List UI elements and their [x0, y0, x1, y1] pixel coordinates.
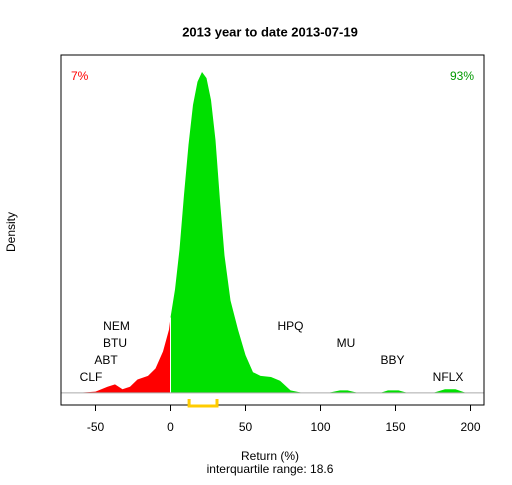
- stock-label: MU: [337, 336, 356, 350]
- y-axis-label: Density: [4, 212, 18, 252]
- stock-label: CLF: [80, 370, 103, 384]
- stock-label: BTU: [103, 336, 127, 350]
- stock-label: NFLX: [433, 370, 464, 384]
- stock-label: BBY: [380, 353, 404, 367]
- x-tick-label: 150: [385, 420, 405, 434]
- share-label: 93%: [450, 69, 474, 83]
- x-tick-label: 50: [239, 420, 253, 434]
- x-axis-label: Return (%): [241, 449, 299, 463]
- density-area: [77, 317, 171, 393]
- plot-frame: [60, 54, 485, 406]
- x-tick-label: 200: [460, 420, 480, 434]
- x-tick-label: 100: [310, 420, 330, 434]
- share-label: 7%: [71, 69, 89, 83]
- chart-title: 2013 year to date 2013-07-19: [182, 24, 358, 39]
- stock-label: ABT: [94, 353, 118, 367]
- stock-label: NEM: [103, 319, 130, 333]
- x-tick-label: 0: [167, 420, 174, 434]
- density-area: [170, 72, 466, 393]
- subtitle: interquartile range: 18.6: [207, 462, 334, 476]
- x-tick-label: -50: [87, 420, 105, 434]
- stock-label: HPQ: [277, 319, 303, 333]
- iqr-bracket: [187, 399, 219, 408]
